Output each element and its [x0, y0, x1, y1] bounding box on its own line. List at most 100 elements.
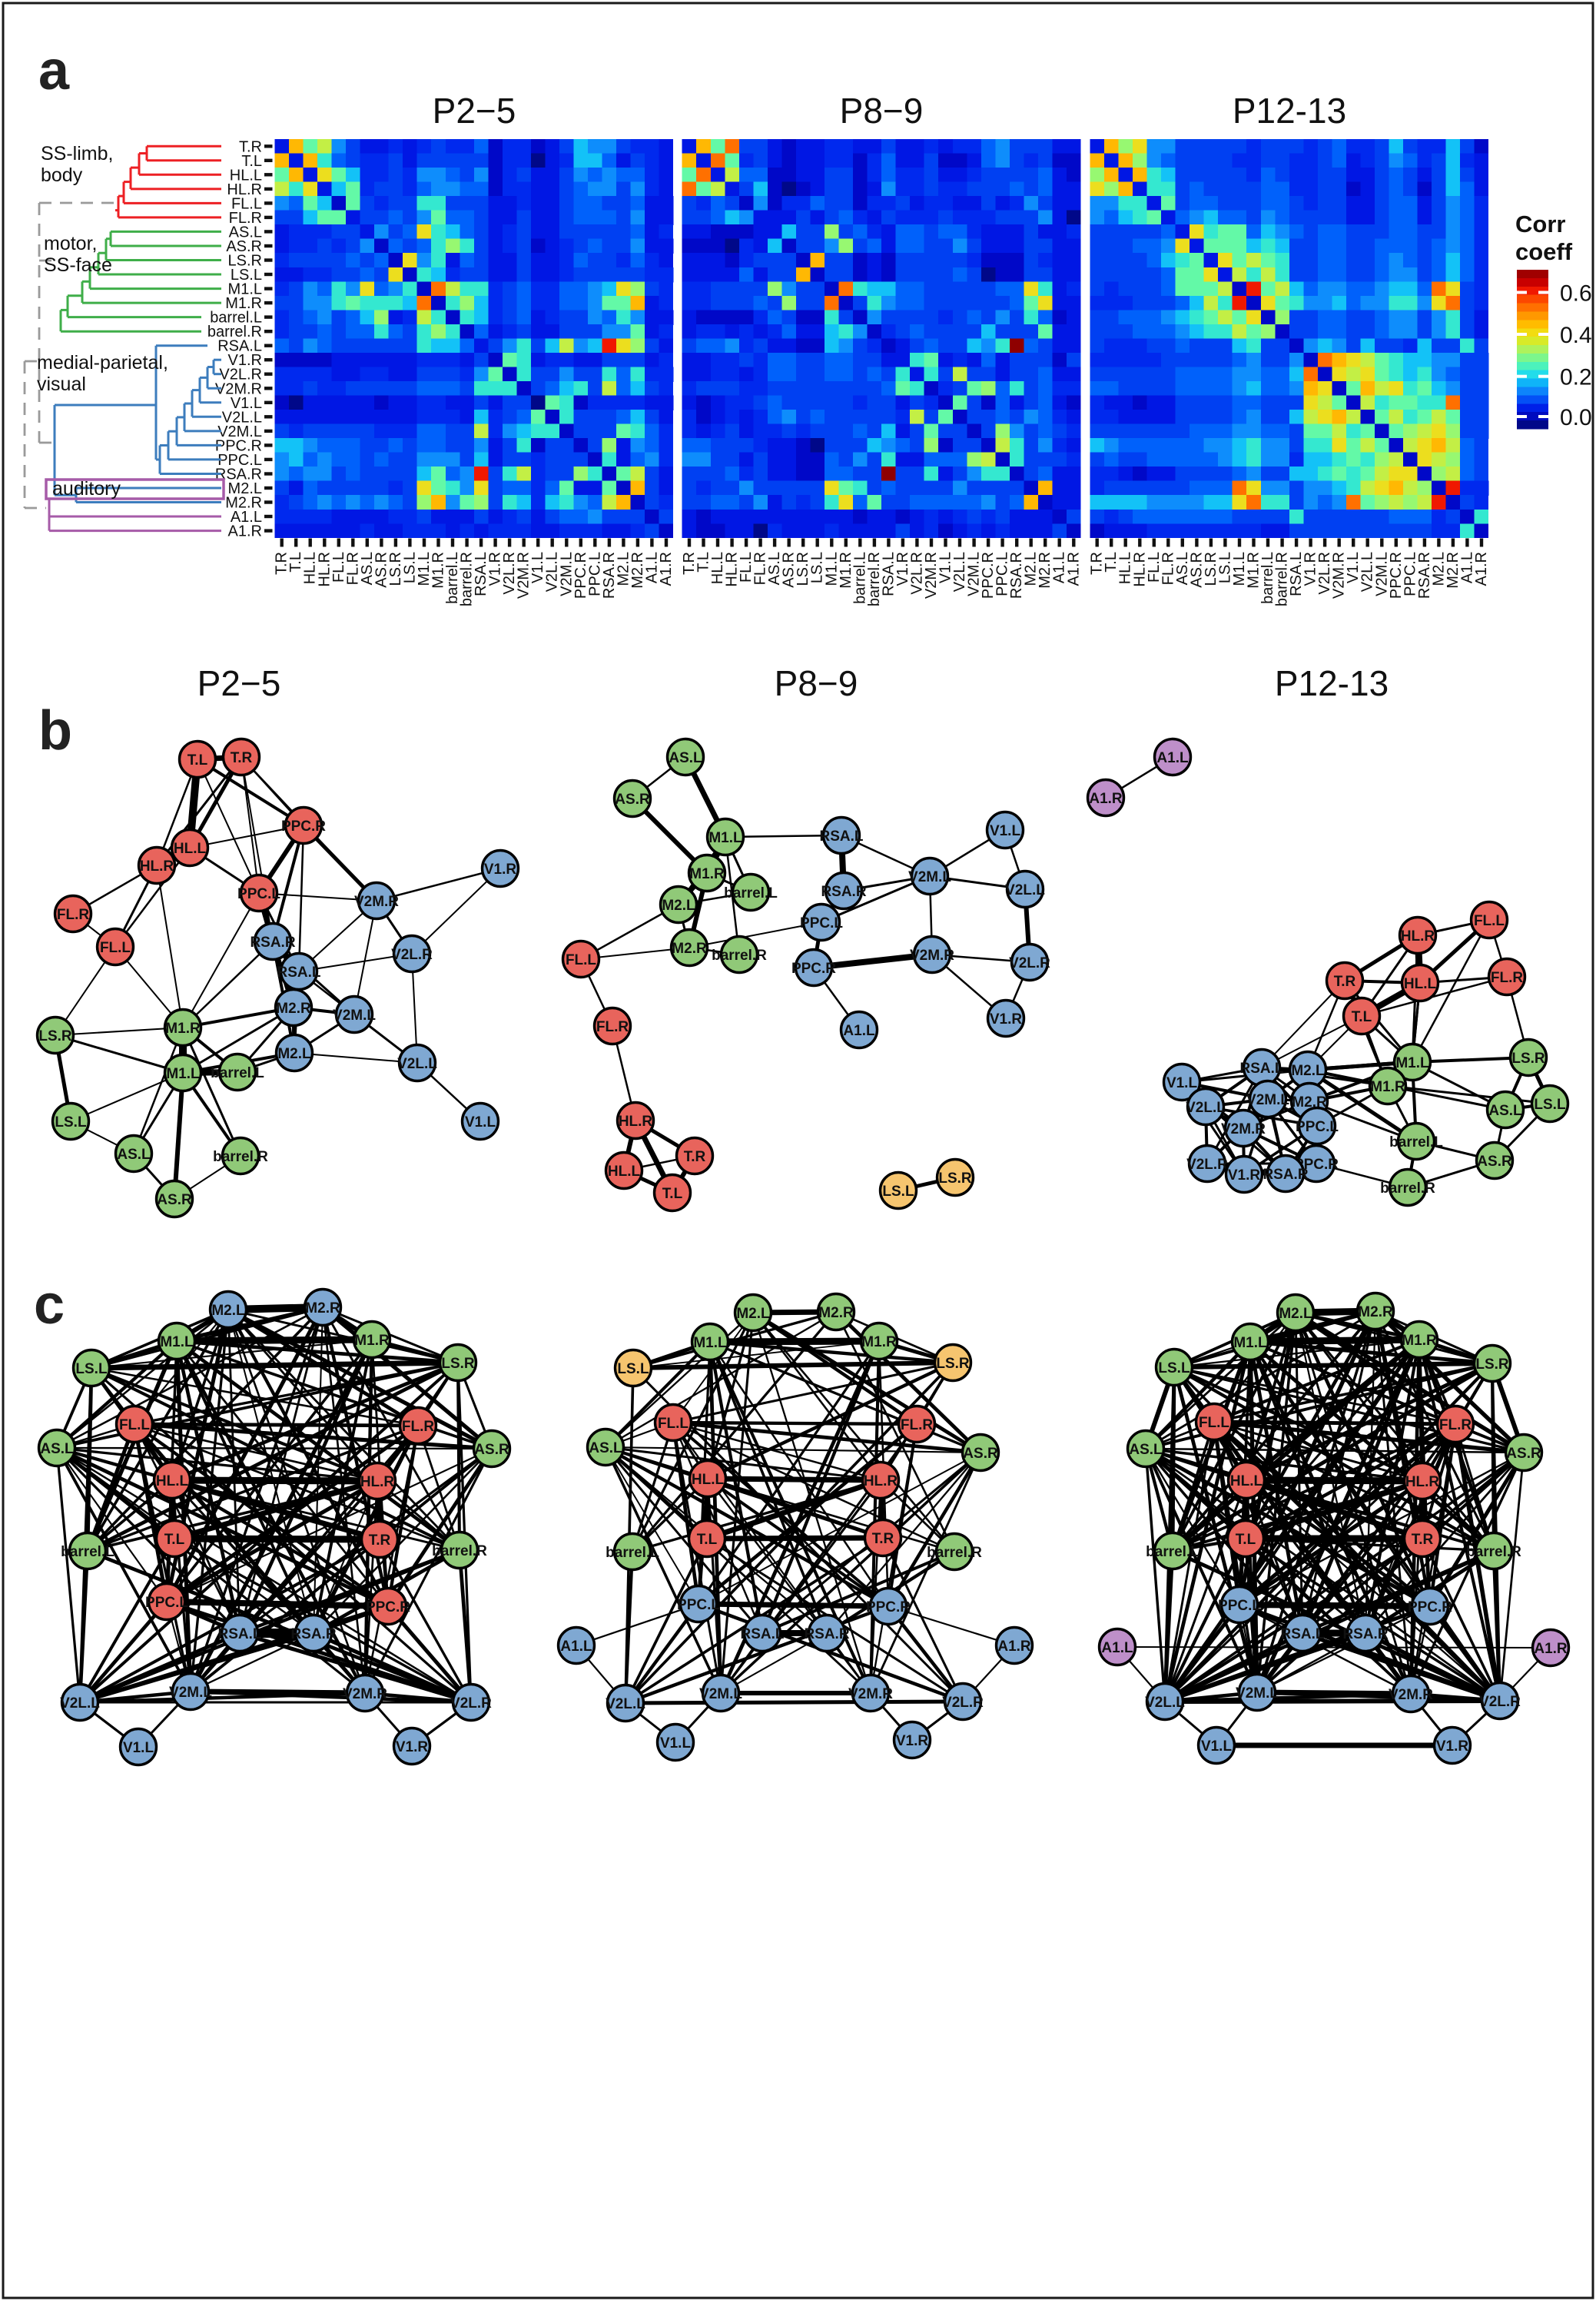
svg-text:LS.L: LS.L	[1534, 1097, 1566, 1113]
svg-text:M1.L: M1.L	[1395, 1055, 1429, 1071]
svg-text:A1.R: A1.R	[997, 1639, 1031, 1655]
svg-text:FL.R: FL.R	[901, 1417, 933, 1433]
svg-text:HL.R: HL.R	[227, 181, 262, 198]
svg-text:FL.R: FL.R	[1160, 552, 1176, 585]
svg-text:V2M.R: V2M.R	[848, 1686, 893, 1702]
svg-text:FL.R: FL.R	[596, 1019, 629, 1035]
svg-text:PPC.L: PPC.L	[1402, 552, 1418, 596]
svg-text:A1.L: A1.L	[1458, 552, 1475, 583]
svg-text:PPC.R: PPC.R	[1408, 1599, 1452, 1615]
svg-text:T.L: T.L	[187, 752, 208, 769]
svg-text:LS.R: LS.R	[1203, 552, 1219, 586]
svg-text:FL.L: FL.L	[1146, 552, 1163, 583]
svg-text:T.R: T.R	[872, 1531, 894, 1547]
svg-text:V1.L: V1.L	[1345, 552, 1362, 583]
svg-text:PPC.R: PPC.R	[1294, 1157, 1339, 1173]
svg-text:V2L.R: V2L.R	[450, 1695, 492, 1712]
svg-text:barrel.L: barrel.L	[724, 885, 778, 901]
svg-text:motor,: motor,	[44, 233, 97, 254]
svg-text:M2.R: M2.R	[1445, 552, 1462, 589]
svg-text:M1.R: M1.R	[165, 1021, 201, 1037]
svg-text:RSA.R: RSA.R	[1008, 552, 1025, 599]
svg-text:HL.R: HL.R	[140, 858, 174, 875]
svg-text:AS.R: AS.R	[963, 1446, 998, 1462]
svg-text:M1.L: M1.L	[1231, 552, 1248, 586]
svg-text:HL.R: HL.R	[360, 1474, 395, 1490]
svg-text:AS.R: AS.R	[373, 552, 390, 588]
svg-text:PPC.L: PPC.L	[586, 552, 603, 596]
svg-text:barrel.L: barrel.L	[606, 1545, 659, 1561]
svg-text:V2M.R: V2M.R	[343, 1686, 387, 1702]
svg-text:M1.L: M1.L	[166, 1066, 200, 1082]
svg-text:A1.L: A1.L	[560, 1639, 592, 1655]
svg-text:V2M.R: V2M.R	[1389, 1687, 1433, 1703]
svg-text:HL.L: HL.L	[692, 1472, 725, 1488]
svg-text:PPC.L: PPC.L	[217, 452, 262, 469]
svg-text:RSA.L: RSA.L	[820, 828, 864, 845]
svg-text:medial-parietal,: medial-parietal,	[37, 352, 168, 374]
svg-text:AS.L: AS.L	[589, 1440, 622, 1456]
svg-text:0.6: 0.6	[1560, 281, 1592, 307]
svg-text:V1.L: V1.L	[990, 823, 1021, 839]
svg-text:M1.R: M1.R	[838, 552, 854, 589]
svg-text:PPC.L: PPC.L	[145, 1595, 188, 1611]
svg-text:barrel.R: barrel.R	[1380, 1180, 1435, 1197]
svg-text:T.L: T.L	[1236, 1532, 1256, 1548]
svg-text:RSA.L: RSA.L	[217, 338, 262, 355]
svg-text:T.R: T.R	[274, 552, 290, 575]
svg-text:LS.R: LS.R	[1475, 1356, 1509, 1373]
svg-text:M1.R: M1.R	[689, 866, 725, 882]
svg-text:HL.R: HL.R	[864, 1473, 898, 1489]
svg-text:A1.R: A1.R	[1089, 791, 1123, 807]
svg-text:T.L: T.L	[164, 1532, 185, 1548]
svg-text:M2.L: M2.L	[615, 552, 632, 586]
svg-text:M1.R: M1.R	[225, 295, 262, 312]
svg-text:FL.R: FL.R	[1491, 970, 1523, 986]
svg-text:a: a	[38, 40, 70, 101]
svg-text:V2M.R: V2M.R	[923, 552, 940, 599]
svg-text:A1.L: A1.L	[1051, 552, 1068, 583]
svg-text:LS.L: LS.L	[617, 1361, 649, 1377]
svg-text:0.0: 0.0	[1560, 405, 1592, 430]
svg-text:V2M.L: V2M.L	[169, 1685, 212, 1701]
svg-text:LS.R: LS.R	[228, 253, 262, 270]
svg-text:T.L: T.L	[287, 552, 304, 573]
svg-text:M2.L: M2.L	[1279, 1306, 1312, 1322]
svg-text:P2−5: P2−5	[197, 663, 281, 703]
svg-text:T.R: T.R	[681, 552, 698, 575]
svg-text:V1.L: V1.L	[937, 552, 954, 583]
svg-text:V2M.L: V2M.L	[966, 552, 983, 596]
svg-text:AS.R: AS.R	[157, 1192, 192, 1208]
svg-text:AS.R: AS.R	[1188, 552, 1205, 588]
svg-text:T.R: T.R	[684, 1149, 706, 1165]
svg-text:V1.R: V1.R	[1228, 1167, 1261, 1184]
svg-text:P12-13: P12-13	[1233, 91, 1346, 131]
svg-text:V2L.L: V2L.L	[1005, 882, 1045, 898]
svg-text:V2M.R: V2M.R	[1331, 552, 1348, 599]
svg-text:M1.R: M1.R	[354, 1333, 390, 1349]
svg-text:LS.L: LS.L	[882, 1184, 914, 1200]
svg-text:V1.R: V1.R	[1436, 1738, 1469, 1755]
svg-text:V2L.L: V2L.L	[606, 1696, 645, 1712]
svg-text:V2M.R: V2M.R	[910, 948, 954, 964]
svg-text:A1.L: A1.L	[843, 1023, 875, 1039]
svg-text:M2.R: M2.R	[225, 495, 262, 512]
svg-text:AS.R: AS.R	[1477, 1154, 1512, 1170]
svg-text:M2.L: M2.L	[1291, 1063, 1325, 1079]
svg-text:M1.R: M1.R	[1246, 552, 1263, 589]
svg-text:HL.L: HL.L	[1404, 976, 1437, 992]
svg-text:RSA.R: RSA.R	[1263, 1167, 1308, 1183]
svg-text:V2L.L: V2L.L	[397, 1056, 437, 1072]
svg-text:T.R: T.R	[369, 1532, 391, 1549]
svg-text:M2.R: M2.R	[1037, 552, 1053, 589]
svg-text:T.R: T.R	[1412, 1532, 1434, 1548]
svg-text:M2.L: M2.L	[662, 898, 695, 914]
svg-text:V1.R: V1.R	[484, 862, 517, 878]
svg-text:V1.L: V1.L	[123, 1740, 154, 1756]
svg-text:PPC.L: PPC.L	[677, 1597, 720, 1613]
svg-text:M2.L: M2.L	[1023, 552, 1040, 586]
svg-text:V2L.R: V2L.R	[1479, 1694, 1521, 1710]
svg-text:M2.R: M2.R	[672, 941, 707, 957]
svg-text:Corr: Corr	[1515, 211, 1565, 237]
svg-text:PPC.R: PPC.R	[980, 552, 997, 599]
